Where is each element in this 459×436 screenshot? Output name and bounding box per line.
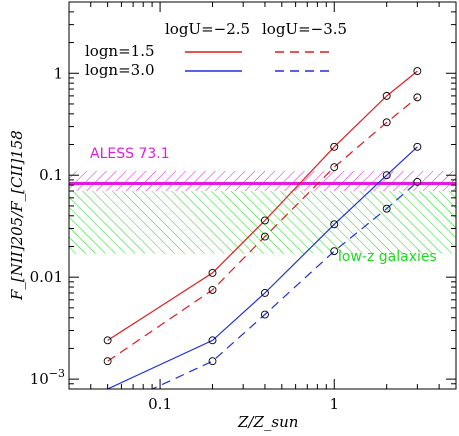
data-point-s2-x0.2 xyxy=(208,336,217,345)
y-tick-label: 1 xyxy=(53,64,63,82)
data-point-s2-x2 xyxy=(382,171,391,180)
series-line-0 xyxy=(107,70,418,341)
data-point-s1-x3 xyxy=(413,93,422,102)
data-point-s3-x0.4 xyxy=(260,310,269,319)
data-point-s3-x3 xyxy=(413,177,422,186)
y-tick-label: 0.1 xyxy=(39,166,63,184)
bands-layer xyxy=(69,170,456,254)
data-point-s3-x1 xyxy=(330,247,339,256)
data-point-s3-x0.2 xyxy=(208,357,217,366)
data-point-s1-x1 xyxy=(330,163,339,172)
data-point-s0-x3 xyxy=(413,67,422,76)
y-axis-title: F_[NII]205/F_[CII]158 xyxy=(8,130,26,301)
series-line-3 xyxy=(151,181,418,389)
data-point-s2-x3 xyxy=(413,142,422,151)
series-line-1 xyxy=(107,96,418,362)
data-point-s0-x1 xyxy=(330,142,339,151)
data-point-s1-x2 xyxy=(382,118,391,127)
data-point-s3-x2 xyxy=(382,204,391,213)
data-point-s2-x1 xyxy=(330,220,339,229)
band-label-aless: ALESS 73.1 xyxy=(90,146,170,162)
band-0-hatch xyxy=(69,170,456,192)
x-axis-title: Z/Z_sun xyxy=(237,413,298,431)
y-tick-label: 0.01 xyxy=(30,268,63,286)
markers-layer xyxy=(103,67,422,366)
data-point-s1-x0.4 xyxy=(260,232,269,241)
x-tick-label: 0.1 xyxy=(148,395,172,413)
legend-row-logn-3.0: logn=3.0 xyxy=(85,61,155,79)
data-point-s0-x0.2 xyxy=(208,268,217,277)
data-point-s0-x0.4 xyxy=(260,216,269,225)
x-tick-label: 1 xyxy=(329,395,339,413)
series-line-2 xyxy=(107,146,418,389)
data-point-s1-x0.2 xyxy=(208,285,217,294)
data-point-s2-x0.4 xyxy=(260,289,269,297)
legend: logU=−2.5 logU=−3.5 logn=1.5 logn=3.0 xyxy=(85,20,347,79)
data-point-s1-x0.05 xyxy=(103,357,112,366)
legend-row-logn-1.5: logn=1.5 xyxy=(85,42,155,60)
data-point-s0-x2 xyxy=(382,91,391,100)
y-tick-label: 10−3 xyxy=(30,367,65,388)
plot-frame xyxy=(68,1,457,390)
legend-header-logu-2.5: logU=−2.5 xyxy=(165,20,250,38)
data-point-s0-x0.05 xyxy=(103,336,112,345)
band-label-lowz: low-z galaxies xyxy=(338,249,437,265)
legend-header-logu-3.5: logU=−3.5 xyxy=(262,20,347,38)
series-layer xyxy=(107,70,418,389)
